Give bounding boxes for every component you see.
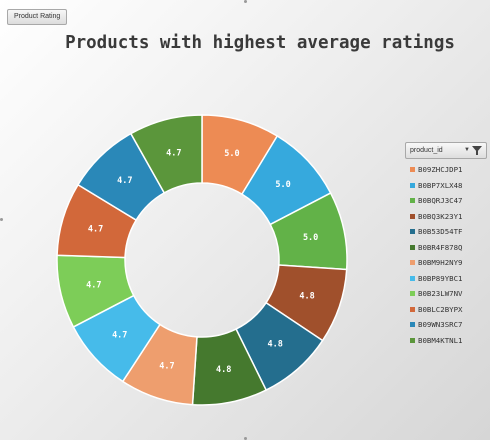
legend-label: B0BQRJ3C47 xyxy=(418,196,463,205)
legend-label: B0BLC2BYPX xyxy=(418,304,463,314)
legend-swatch xyxy=(410,213,415,219)
legend-label: B0BQ3K23Y1 xyxy=(418,211,463,221)
legend-swatch xyxy=(410,198,415,203)
legend-item-b0b23lw7nv[interactable]: B0B23LW7NV xyxy=(405,286,487,302)
legend-swatch xyxy=(410,167,415,172)
donut-slice-b0bm4ktnl1[interactable] xyxy=(129,114,203,194)
chart-title: Products with highest average ratings xyxy=(65,33,455,53)
legend-label: B09WN3SRC7 xyxy=(418,320,463,329)
legend-item-b0bp89ybc1[interactable]: B0BP89YBC1 xyxy=(405,271,487,287)
filter-icon-stem xyxy=(476,151,478,155)
slice-label-b0bm4ktnl1: 4.7 xyxy=(166,149,181,159)
slice-label-b0blc2bypx: 4.7 xyxy=(88,224,103,234)
legend-item-b0bm9h2ny9[interactable]: B0BM9H2NY9 xyxy=(405,255,487,271)
slice-label-b0bm9h2ny9: 4.7 xyxy=(159,361,174,371)
legend-item-b09zhcjdp1[interactable]: B09ZHCJDP1 xyxy=(405,162,487,178)
resize-handle-left[interactable] xyxy=(0,218,3,221)
legend-label: B0B53D54TF xyxy=(418,227,463,236)
legend-label: B0BM4KTNL1 xyxy=(418,335,463,345)
legend-swatch xyxy=(410,291,415,296)
legend-item-b09wn3src7[interactable]: B09WN3SRC7 xyxy=(405,317,487,333)
legend-item-b0bq3k23y1[interactable]: B0BQ3K23Y1 xyxy=(405,209,487,225)
product-id-filter-button[interactable]: product_id ▼ xyxy=(405,142,487,159)
slice-label-b0bp7xlx48: 5.0 xyxy=(275,180,290,190)
legend-item-b0blc2bypx[interactable]: B0BLC2BYPX xyxy=(405,302,487,318)
legend-swatch xyxy=(410,229,415,234)
slice-label-b09wn3src7: 4.7 xyxy=(117,176,132,186)
legend-item-b0bm4ktnl1[interactable]: B0BM4KTNL1 xyxy=(405,333,487,349)
legend-label: B09ZHCJDP1 xyxy=(418,165,463,174)
filter-icon xyxy=(472,146,482,152)
legend-label: B0BR4F878Q xyxy=(418,242,463,252)
legend-item-b0bqrj3c47[interactable]: B0BQRJ3C47 xyxy=(405,193,487,209)
resize-handle-bottom[interactable] xyxy=(244,437,247,440)
legend-list: B09ZHCJDP1 B0BP7XLX48 B0BQRJ3C47 B0BQ3K23Y1… xyxy=(405,162,487,348)
slice-label-b0bp89ybc1: 4.7 xyxy=(112,331,127,341)
legend-label: B0B23LW7NV xyxy=(418,289,463,298)
legend-item-b0bp7xlx48[interactable]: B0BP7XLX48 xyxy=(405,178,487,194)
product-rating-field-button[interactable]: Product Rating xyxy=(7,9,68,25)
legend-header-label: product_id xyxy=(410,147,443,154)
slice-label-b0bq3k23y1: 4.8 xyxy=(299,292,314,302)
legend-swatch xyxy=(410,337,415,343)
legend-swatch xyxy=(410,260,415,265)
legend-item-b0br4f878q[interactable]: B0BR4F878Q xyxy=(405,240,487,256)
legend-swatch xyxy=(410,306,415,312)
legend-swatch xyxy=(410,244,415,250)
legend-item-b0b53d54tf[interactable]: B0B53D54TF xyxy=(405,224,487,240)
legend-label: B0BM9H2NY9 xyxy=(418,258,463,267)
slice-label-b0bqrj3c47: 5.0 xyxy=(303,233,318,243)
legend: product_id ▼ B09ZHCJDP1 B0BP7XLX48 B0BQRJ3… xyxy=(405,142,487,348)
legend-swatch xyxy=(410,182,415,188)
resize-handle-top[interactable] xyxy=(244,0,247,3)
legend-label: B0BP89YBC1 xyxy=(418,273,463,283)
legend-swatch xyxy=(410,322,415,327)
slice-label-b0br4f878q: 4.8 xyxy=(216,365,231,375)
slice-label-b09zhcjdp1: 5.0 xyxy=(224,149,239,159)
legend-label: B0BP7XLX48 xyxy=(418,180,463,190)
legend-swatch xyxy=(410,275,415,281)
slice-label-b0b23lw7nv: 4.7 xyxy=(86,281,101,291)
slice-label-b0b53d54tf: 4.8 xyxy=(268,339,283,349)
dropdown-caret-icon: ▼ xyxy=(464,147,470,153)
